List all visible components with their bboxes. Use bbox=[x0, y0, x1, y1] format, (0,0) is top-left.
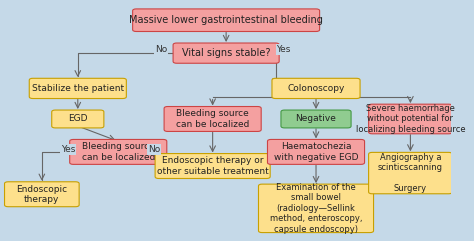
FancyBboxPatch shape bbox=[272, 78, 360, 99]
FancyBboxPatch shape bbox=[29, 78, 127, 99]
FancyBboxPatch shape bbox=[369, 152, 452, 194]
Text: Angiography a
scinticscanning

Surgery: Angiography a scinticscanning Surgery bbox=[378, 153, 443, 193]
Text: Bleeding source
can be localized: Bleeding source can be localized bbox=[176, 109, 249, 129]
Text: Severe haemorrhage
without potential for
localizing bleeding source: Severe haemorrhage without potential for… bbox=[356, 104, 465, 134]
FancyBboxPatch shape bbox=[5, 182, 79, 207]
FancyBboxPatch shape bbox=[70, 140, 167, 164]
FancyBboxPatch shape bbox=[267, 140, 365, 164]
Text: No: No bbox=[148, 145, 160, 154]
Text: Vital signs stable?: Vital signs stable? bbox=[182, 48, 270, 58]
Text: No: No bbox=[155, 45, 167, 54]
FancyBboxPatch shape bbox=[155, 154, 270, 179]
FancyBboxPatch shape bbox=[133, 9, 319, 32]
Text: Massive lower gastrointestinal bleeding: Massive lower gastrointestinal bleeding bbox=[129, 15, 323, 25]
Text: Examination of the
small bowel
(radiology—Sellink
method, enteroscopy,
capsule e: Examination of the small bowel (radiolog… bbox=[270, 183, 362, 234]
Text: Endoscopic
therapy: Endoscopic therapy bbox=[16, 185, 67, 204]
Text: Stabilize the patient: Stabilize the patient bbox=[32, 84, 124, 93]
FancyBboxPatch shape bbox=[258, 184, 374, 233]
FancyBboxPatch shape bbox=[52, 110, 104, 128]
Text: Endoscopic therapy or
other suitable treatment: Endoscopic therapy or other suitable tre… bbox=[157, 156, 268, 176]
Text: Yes: Yes bbox=[276, 45, 291, 54]
Text: Yes: Yes bbox=[61, 145, 75, 154]
FancyBboxPatch shape bbox=[281, 110, 351, 128]
Text: Negative: Negative bbox=[296, 114, 337, 123]
Text: Bleeding source
can be localized: Bleeding source can be localized bbox=[82, 142, 155, 162]
Text: Colonoscopy: Colonoscopy bbox=[287, 84, 345, 93]
Text: EGD: EGD bbox=[68, 114, 88, 123]
FancyBboxPatch shape bbox=[164, 107, 261, 131]
Text: Haematochezia
with negative EGD: Haematochezia with negative EGD bbox=[274, 142, 358, 162]
FancyBboxPatch shape bbox=[369, 104, 452, 134]
FancyBboxPatch shape bbox=[173, 43, 279, 63]
